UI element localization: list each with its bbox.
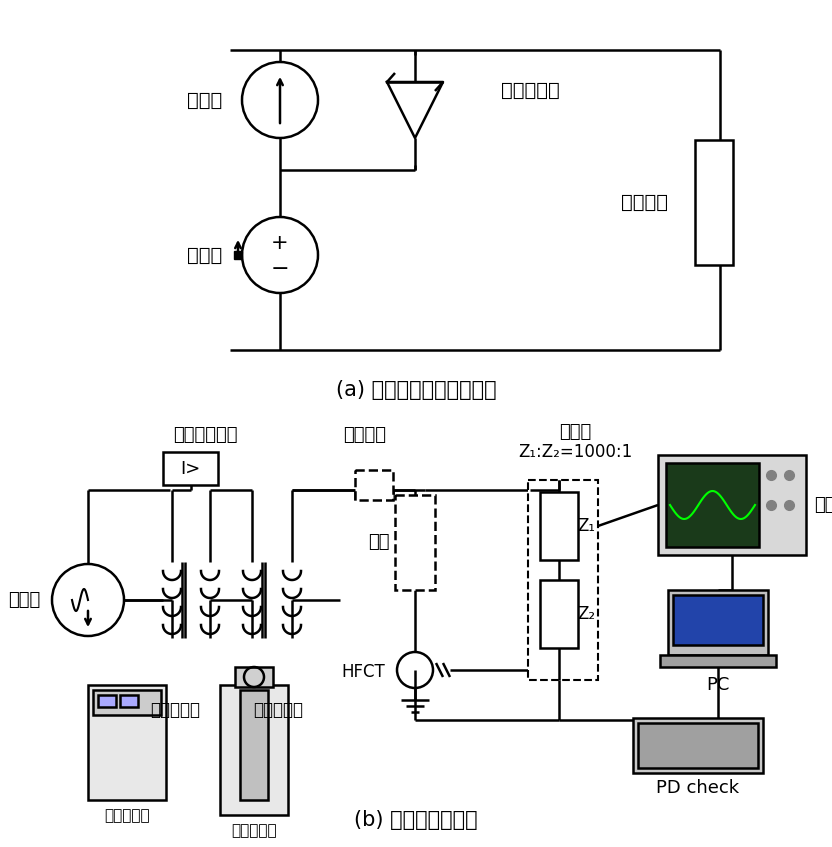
- Bar: [638, 723, 758, 768]
- Text: 高压源: 高压源: [7, 591, 40, 609]
- Bar: [660, 655, 776, 667]
- Text: 升压变压器: 升压变压器: [253, 701, 303, 719]
- Text: 分压器: 分压器: [559, 423, 591, 441]
- Bar: [673, 595, 763, 645]
- Bar: [88, 685, 166, 800]
- Bar: [528, 480, 598, 680]
- Bar: [240, 690, 268, 800]
- Text: 测试样品: 测试样品: [622, 193, 668, 212]
- Bar: [163, 452, 218, 485]
- Text: PC: PC: [706, 676, 730, 694]
- Text: (a) 电导率测试电路示意图: (a) 电导率测试电路示意图: [335, 380, 497, 400]
- Text: I>: I>: [181, 460, 201, 478]
- Text: 升压变压器: 升压变压器: [231, 823, 277, 839]
- Text: 样品: 样品: [369, 534, 390, 551]
- Text: Z₂: Z₂: [577, 605, 595, 623]
- Text: 调压变压器: 调压变压器: [150, 701, 200, 719]
- Text: Z₁:Z₂=1000:1: Z₁:Z₂=1000:1: [518, 443, 632, 461]
- Bar: [220, 685, 288, 815]
- Bar: [120, 695, 138, 707]
- Text: 高压源: 高压源: [187, 246, 223, 264]
- Bar: [93, 690, 161, 715]
- Text: 稳压二极管: 稳压二极管: [501, 80, 559, 99]
- Text: (b) 测试原理示意图: (b) 测试原理示意图: [354, 810, 478, 830]
- Bar: [540, 492, 578, 560]
- Text: 示波器: 示波器: [814, 496, 832, 514]
- Bar: [695, 140, 733, 265]
- Bar: [395, 495, 435, 590]
- Bar: [355, 470, 393, 500]
- Text: −: −: [270, 259, 290, 279]
- Text: 限流电阻: 限流电阻: [344, 426, 387, 444]
- Text: 皮安表: 皮安表: [187, 91, 223, 109]
- Text: Z₁: Z₁: [577, 517, 595, 535]
- Bar: [658, 455, 806, 555]
- Text: 调压变压器: 调压变压器: [104, 809, 150, 823]
- Bar: [540, 580, 578, 648]
- Text: +: +: [271, 233, 289, 253]
- Text: HFCT: HFCT: [341, 663, 385, 681]
- Bar: [668, 590, 768, 655]
- Bar: [98, 695, 116, 707]
- Bar: [633, 718, 763, 773]
- Text: PD check: PD check: [656, 779, 740, 797]
- Bar: [666, 463, 759, 547]
- Bar: [235, 667, 273, 687]
- Text: 过电流继电器: 过电流继电器: [173, 426, 237, 444]
